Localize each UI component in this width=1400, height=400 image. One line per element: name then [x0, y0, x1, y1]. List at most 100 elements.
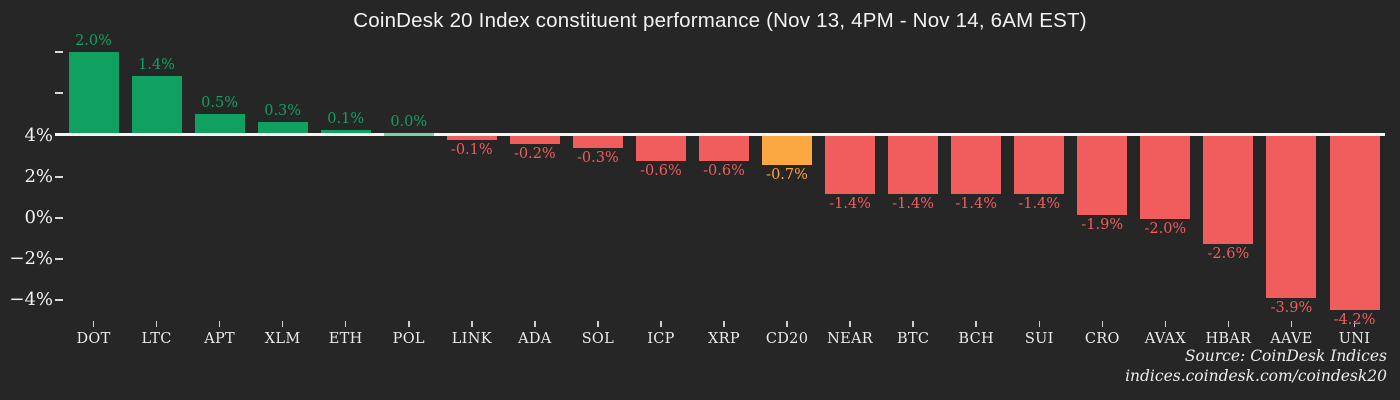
bar-UNI [1329, 136, 1380, 311]
value-label-ETH: 0.1% [327, 111, 365, 128]
x-axis-label-AVAX: AVAX [1144, 331, 1186, 347]
x-axis-label-APT: APT [204, 331, 235, 347]
y-axis-label: 4% [24, 124, 53, 146]
bar-HBAR [1203, 136, 1254, 244]
bar-ICP [635, 136, 686, 161]
zero-baseline [55, 133, 1385, 136]
chart-title: CoinDesk 20 Index constituent performanc… [353, 9, 1087, 32]
value-label-UNI: -4.2% [1333, 312, 1376, 329]
y-axis-label: 0% [24, 206, 53, 228]
x-axis-label-XRP: XRP [708, 331, 740, 347]
value-label-LTC: 1.4% [138, 57, 175, 74]
x-axis-tick [408, 321, 410, 327]
value-label-APT: 0.5% [201, 94, 239, 111]
y-axis-tick [55, 92, 63, 94]
bar-CRO [1077, 136, 1128, 215]
x-axis-label-HBAR: HBAR [1205, 331, 1252, 347]
x-axis-tick [723, 321, 725, 327]
value-label-ADA: -0.2% [513, 146, 556, 163]
value-label-DOT: 2.0% [75, 32, 112, 49]
y-axis-tick [55, 298, 63, 301]
bar-BCH [951, 136, 1002, 195]
x-axis-tick [975, 321, 977, 327]
bar-LTC [131, 76, 182, 135]
x-axis-tick [1164, 321, 1167, 327]
bar-AAVE [1266, 136, 1317, 298]
x-axis-label-UNI: UNI [1338, 331, 1371, 347]
x-axis-label-SUI: SUI [1024, 331, 1054, 347]
x-axis-tick [155, 321, 158, 327]
bar-XLM [257, 122, 308, 135]
bar-NEAR [825, 136, 876, 195]
value-label-POL: 0.0% [390, 113, 428, 130]
x-axis-tick [218, 321, 221, 327]
x-axis-label-CD20: CD20 [765, 331, 809, 347]
x-axis-label-ADA: ADA [518, 331, 552, 347]
x-axis-tick [1290, 321, 1293, 327]
value-label-ICP: -0.6% [640, 162, 682, 179]
x-axis-label-SOL: SOL [581, 331, 615, 347]
x-axis-tick [534, 321, 536, 327]
bar-SUI [1014, 136, 1065, 195]
bar-ADA [509, 136, 560, 145]
y-axis-tick [55, 216, 63, 219]
source-line-2: indices.coindesk.com/coindesk20 [1125, 366, 1387, 385]
y-axis-tick [55, 51, 63, 53]
x-axis-label-ETH: ETH [328, 331, 363, 347]
x-axis-label-CRO: CRO [1084, 331, 1120, 347]
y-axis-label: 2% [24, 165, 53, 187]
value-label-BTC: -1.4% [892, 196, 935, 213]
x-axis-label-ICP: ICP [647, 331, 675, 347]
x-axis-tick [1101, 321, 1104, 327]
bar-POL [383, 132, 434, 136]
x-axis-tick [1227, 321, 1230, 327]
value-label-XLM: 0.3% [264, 103, 302, 120]
x-axis-label-NEAR: NEAR [827, 331, 874, 347]
value-label-XRP: -0.6% [703, 162, 745, 179]
bar-APT [194, 113, 245, 135]
x-axis-label-BTC: BTC [896, 331, 930, 347]
bar-XRP [699, 136, 749, 161]
bar-SOL [572, 136, 623, 149]
x-axis-tick [912, 321, 914, 327]
bar-DOT [68, 51, 119, 135]
value-label-AVAX: -2.0% [1144, 221, 1187, 237]
y-axis-tick [55, 175, 63, 178]
value-label-AAVE: -3.9% [1270, 299, 1313, 316]
x-axis-label-POL: POL [392, 331, 425, 347]
bar-CD20 [762, 136, 813, 166]
x-axis-tick [1038, 321, 1040, 327]
value-label-LINK: -0.1% [450, 142, 493, 159]
x-axis-tick [344, 321, 347, 327]
value-label-HBAR: -2.6% [1207, 245, 1250, 262]
x-axis-tick [849, 321, 851, 327]
source-attribution: Source: CoinDesk Indices indices.coindes… [1125, 347, 1387, 386]
x-axis-label-XLM: XLM [264, 331, 301, 347]
x-axis-label-DOT: DOT [76, 331, 111, 347]
value-label-CRO: -1.9% [1081, 216, 1124, 233]
x-axis-tick [281, 321, 284, 327]
bar-BTC [888, 136, 939, 195]
x-axis-label-AAVE: AAVE [1270, 331, 1313, 347]
value-label-BCH: -1.4% [955, 196, 998, 213]
x-axis-label-LINK: LINK [451, 331, 492, 347]
x-axis-tick [597, 321, 599, 327]
bar-LINK [446, 136, 497, 141]
x-axis-tick [786, 321, 788, 327]
x-axis-tick [660, 321, 662, 327]
source-line-1: Source: CoinDesk Indices [1184, 347, 1387, 365]
bar-ETH [320, 130, 371, 135]
y-axis-label: −2% [9, 247, 53, 269]
x-axis-label-LTC: LTC [141, 331, 172, 347]
bar-AVAX [1140, 136, 1191, 219]
value-label-NEAR: -1.4% [829, 196, 871, 213]
value-label-SUI: -1.4% [1018, 196, 1061, 213]
x-axis-tick [1353, 321, 1356, 327]
y-axis-tick [55, 257, 63, 260]
x-axis-label-BCH: BCH [958, 331, 994, 347]
value-label-CD20: -0.7% [766, 167, 808, 184]
y-axis-label: −4% [9, 288, 53, 310]
value-label-SOL: -0.3% [577, 150, 619, 167]
